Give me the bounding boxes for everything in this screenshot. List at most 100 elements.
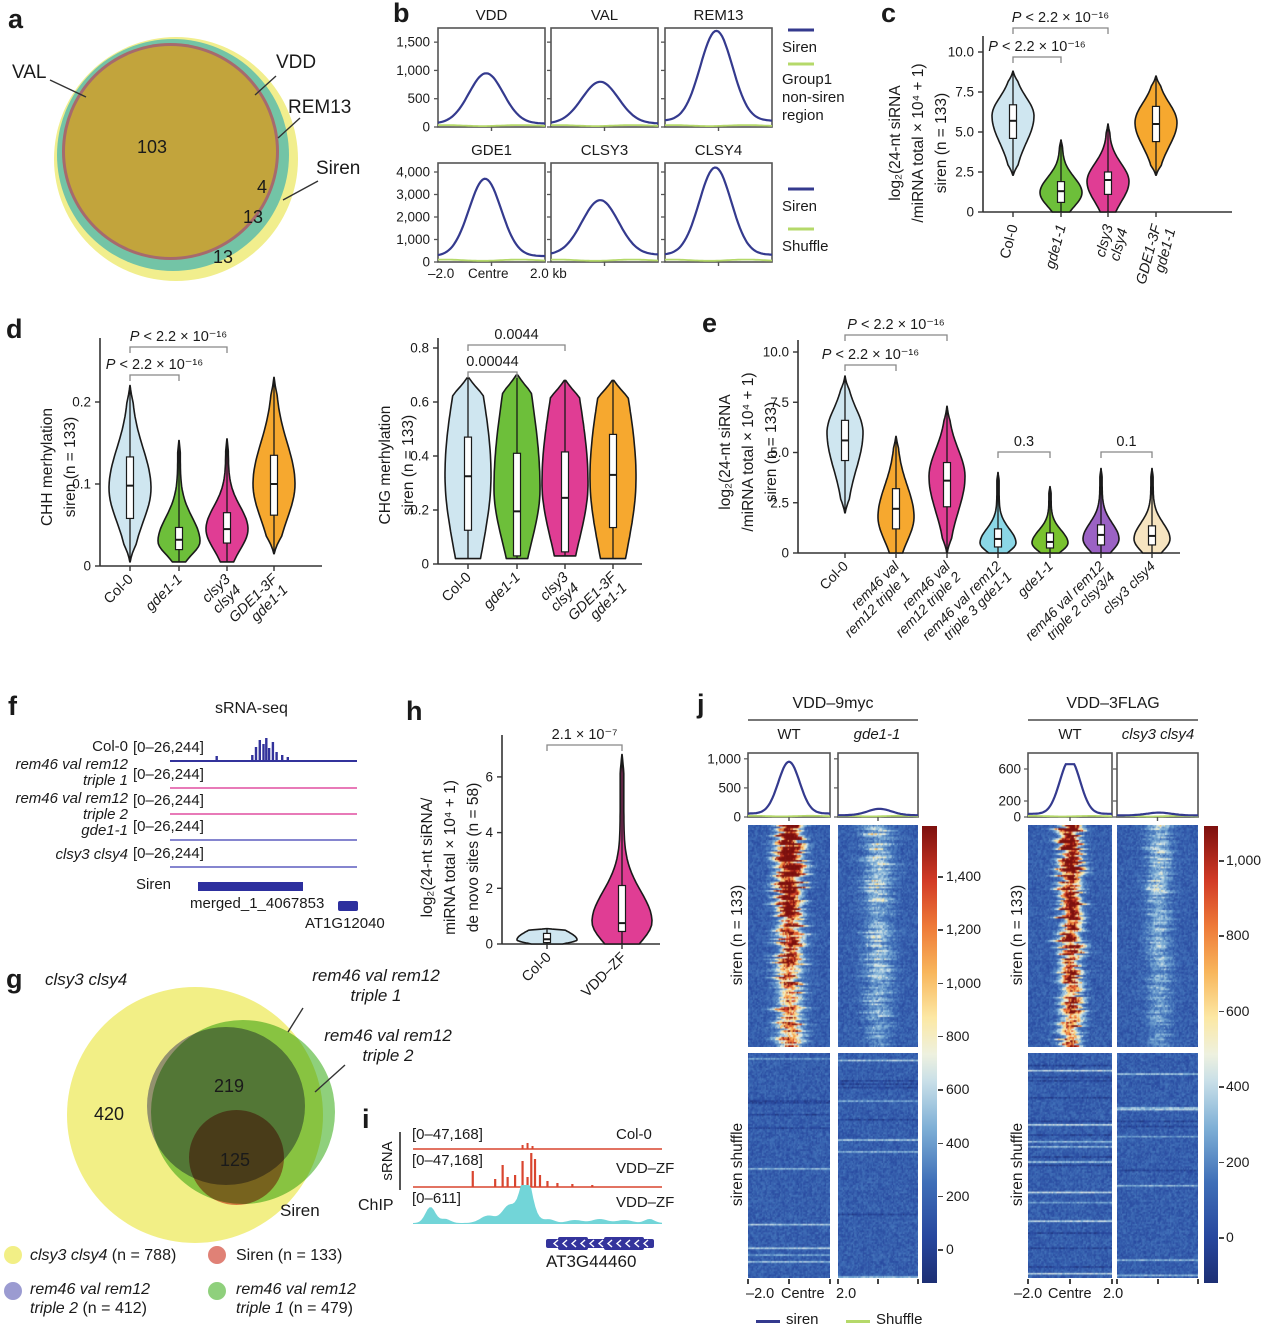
g-legend-gene: rem46 val rem12 — [236, 1281, 357, 1298]
venn-g-triple1-label-line: rem46 val rem12 — [312, 966, 440, 985]
b-plot-title: CLSY4 — [695, 142, 743, 159]
j-heatmap-x-tick — [829, 1279, 831, 1284]
i-track-signal — [413, 1185, 662, 1224]
g-legend-swatch — [208, 1246, 226, 1264]
b-legend2-siren-label: Siren — [782, 198, 817, 215]
f-track-label: clsy3 clsy4 — [55, 846, 128, 863]
figure-element — [506, 1177, 509, 1187]
j-heatmap-x-tick — [1116, 1279, 1118, 1284]
b-legend-control-label: region — [782, 107, 824, 124]
b-plot-title: VDD — [476, 7, 508, 24]
venn-a-label-val: VAL — [12, 62, 47, 83]
b-plot-title: VAL — [591, 7, 618, 24]
venn-a-label-vdd: VDD — [276, 52, 317, 73]
g-legend-gene: rem46 val rem12 — [30, 1281, 151, 1298]
control-series-line — [550, 124, 659, 127]
g-legend-swatch — [4, 1246, 22, 1264]
d2-y-tick-label: 0.4 — [410, 449, 429, 464]
j-heatmap-x-tick — [788, 1279, 790, 1284]
h-category-label: VDD–ZF — [579, 949, 630, 1000]
j-legend-siren-swatch — [756, 1320, 780, 1323]
d2-y-tick-label: 0.6 — [410, 395, 429, 410]
j-heatmap-faint2 — [1117, 825, 1198, 1047]
j-profile-ytick: 500 — [718, 780, 741, 795]
j-colorbar-tick — [938, 1249, 943, 1251]
j-group2-title: VDD–3FLAG — [1066, 695, 1160, 712]
figure-element: rem46 val rem12 — [236, 1280, 356, 1299]
i-gene-name: AT3G44460 — [546, 1252, 637, 1271]
b-y-tick-label: 1,000 — [396, 63, 430, 78]
figure-element — [215, 756, 218, 760]
c-category-label: clsy3clsy4 — [1093, 223, 1131, 263]
j-left-xtick-min: –2.0 — [746, 1286, 775, 1302]
figure-element: clsy3 clsy4 (n = 788) — [30, 1246, 176, 1265]
d1-category-label: GDE1-3Fgde1-1 — [226, 571, 292, 637]
e-pvalue-annotation: P < 2.2 × 10⁻¹⁶ — [847, 317, 944, 333]
figure-element — [530, 1153, 533, 1187]
b-y-tick-label: 2,000 — [396, 210, 430, 225]
j-heatmap-x-tick — [1027, 1279, 1029, 1284]
figure-element — [513, 1175, 517, 1187]
e-y-tick-label: 7.5 — [770, 395, 789, 410]
c-y-tick-label: 10.0 — [948, 45, 974, 60]
j-group2-col2-header: clsy3 clsy4 — [1121, 726, 1195, 743]
j-profile-ytick: 0 — [733, 810, 741, 825]
j-colorbar-tick — [1219, 1161, 1224, 1164]
j-colorbar-tick — [938, 1142, 943, 1144]
b-y-tick-label: 0 — [422, 120, 430, 135]
c-y-tick-label: 2.5 — [955, 165, 974, 180]
figure-element — [538, 1175, 542, 1187]
control-series-line — [550, 258, 658, 262]
figure-element: CHG merhylation — [377, 405, 394, 525]
j-profile-ytick: 200 — [998, 794, 1021, 809]
figure-element — [997, 451, 1051, 458]
d1-y-tick-label: 0.1 — [72, 477, 91, 492]
j-colorbar-tick-label: 400 — [1226, 1078, 1250, 1095]
figure-element: siren (n = 133) — [729, 884, 746, 986]
j-heatmap-x-tick — [747, 1279, 749, 1284]
f-track-range: [0–26,244] — [133, 792, 204, 809]
j-group1-title-rule — [748, 719, 918, 721]
d1-y-tick-label: 0 — [83, 559, 91, 574]
j-right-xtick-max: 2.0 — [1103, 1286, 1124, 1302]
f-track-signal-line — [170, 839, 357, 841]
f-col0-peaks — [215, 738, 289, 760]
f-track-label: triple 2 — [82, 806, 128, 823]
e-pvalue-annotation: 0.1 — [1116, 434, 1136, 450]
figure-element: < 2.2 × 10⁻¹⁶ — [998, 39, 1086, 55]
j-heatmap-x-tick — [917, 1279, 919, 1284]
figure-element — [1045, 532, 1055, 549]
panel-g-label: g — [6, 964, 23, 994]
b-x-tick-min: –2.0 — [428, 266, 454, 281]
c-pvalue-annotation: P < 2.2 × 10⁻¹⁶ — [1012, 10, 1109, 26]
control-series-line — [664, 258, 772, 262]
panel-h-chart: 0 2 4 6 Col-0 VDD–ZF 2.1 × 10⁻⁷ — [485, 727, 660, 1001]
figure-element: siren shuffle — [1009, 1122, 1026, 1207]
j-profile-ytick: 0 — [1013, 810, 1021, 825]
figure-element — [265, 738, 268, 760]
figure-element: Col-0 — [101, 572, 137, 608]
j-colorbar-tick-label: 0 — [946, 1241, 954, 1258]
figure-element: triple 2 (n = 412) — [30, 1299, 150, 1318]
g-legend-label: rem46 val rem12 triple 2 (n = 412) — [30, 1280, 150, 1318]
figure-element — [521, 1145, 524, 1149]
j-colorbar-tick-label: 0 — [1226, 1229, 1234, 1245]
figure-element: P — [988, 39, 998, 55]
figure-element — [624, 1239, 631, 1248]
i-gene-model — [546, 1237, 654, 1250]
j-colorbar-tick-label: 1,400 — [946, 868, 982, 884]
figure-element — [546, 1181, 549, 1187]
figure-element — [251, 755, 254, 760]
figure-element — [942, 461, 952, 508]
f-gene-name: AT1G12040 — [305, 915, 385, 932]
panel-e-label: e — [702, 308, 718, 338]
figure-element — [1100, 451, 1153, 458]
d2-pvalue-annotation: 0.0044 — [494, 327, 538, 343]
g-legend-count: (n = 479) — [284, 1300, 353, 1317]
figure-element — [642, 1239, 649, 1248]
figure-element — [526, 1177, 529, 1187]
figure-element: gde1-1 — [1043, 223, 1070, 271]
e-y-tick-label: 2.5 — [770, 495, 789, 510]
f-track-label: Col-0 — [92, 738, 128, 755]
